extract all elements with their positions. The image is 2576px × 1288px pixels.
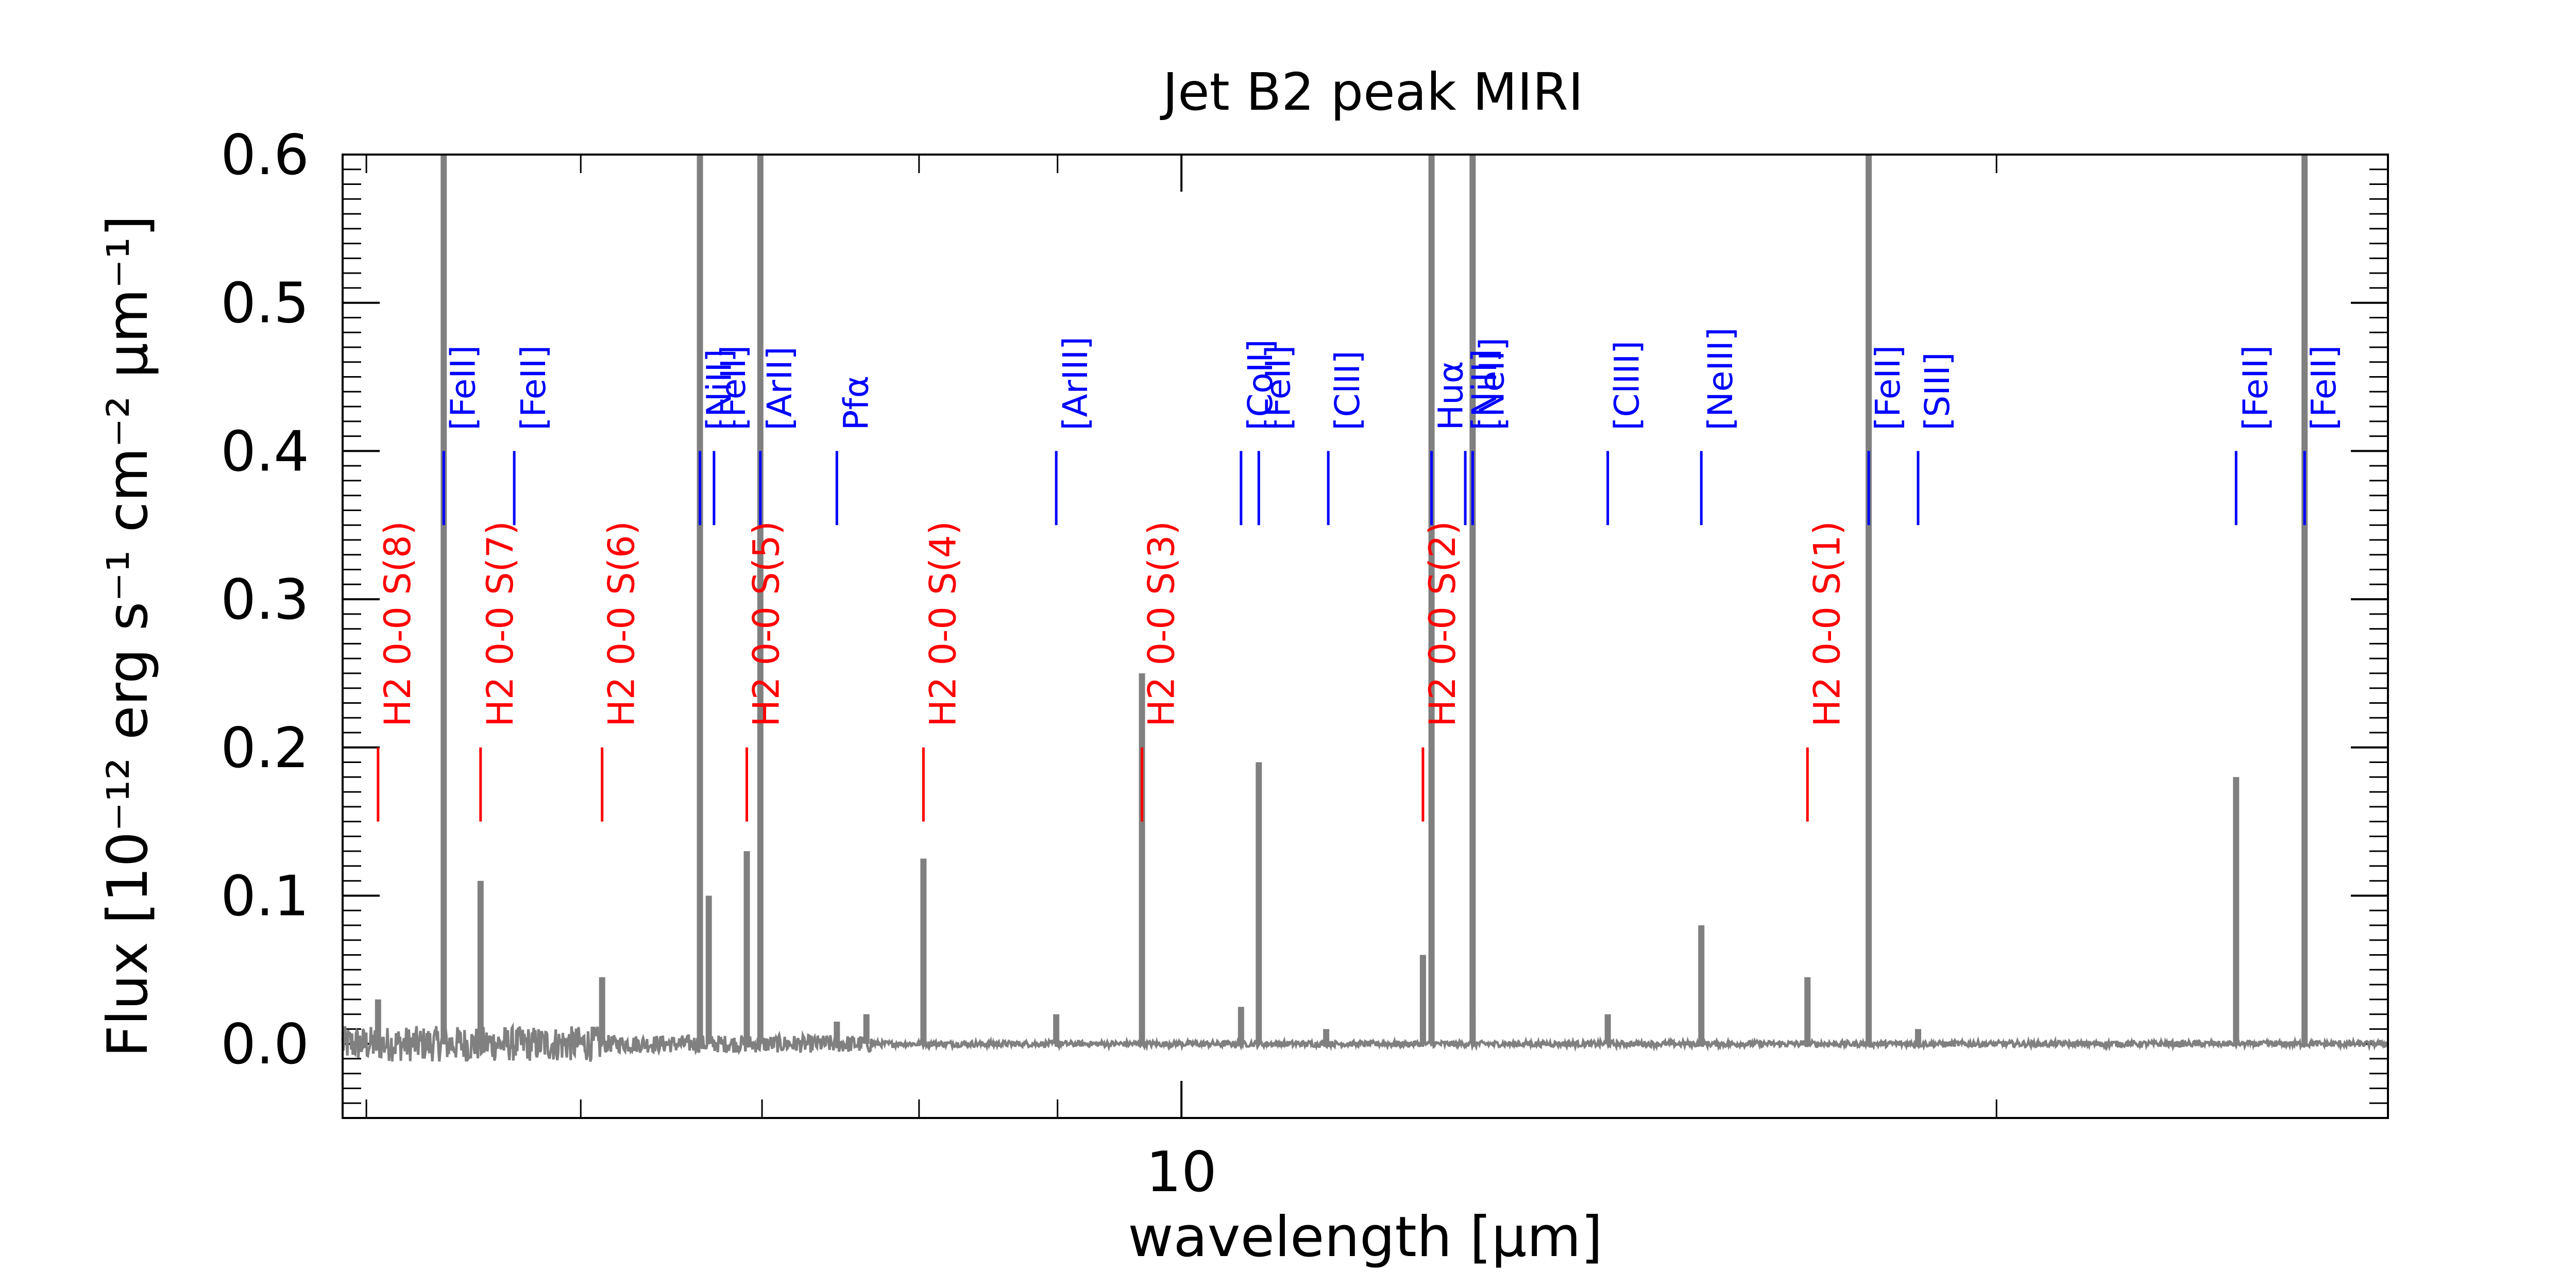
line-markers: [FeII] [FeII] [NiII][FeII] [ArII] Pfα [ArIII]… <box>377 328 2344 822</box>
y-tick-label: 0.1 <box>221 864 309 928</box>
atomic-line-label: [FeII] <box>2304 345 2344 430</box>
x-tick-label: 10 <box>1146 1140 1216 1205</box>
plot-area <box>343 155 2388 1118</box>
axis-ticks: 0.0 0.1 0.2 0.3 0.4 0.5 0.6 10 <box>221 123 2388 1205</box>
y-tick-label: 0.4 <box>221 419 309 484</box>
atomic-line-label: [FeII] <box>2235 345 2275 430</box>
y-tick-label: 0.2 <box>221 716 309 781</box>
atomic-line-label: [ArII] <box>760 347 800 431</box>
y-tick-label: 0.3 <box>221 568 309 632</box>
h2-line-label: H2 0-0 S(7) <box>479 521 521 727</box>
atomic-line-label: [NeIII] <box>1701 328 1740 431</box>
h2-line-label: H2 0-0 S(2) <box>1421 521 1464 727</box>
spectrum-line <box>341 1022 2389 1062</box>
y-axis-label: Flux [10⁻¹² erg s⁻¹ cm⁻² μm⁻¹] <box>96 215 160 1058</box>
atomic-line-label: Pfα <box>836 376 876 431</box>
atomic-line-label: [CoII] <box>1241 339 1280 430</box>
spectrum-series <box>341 155 2389 1062</box>
atomic-line-label: Huα <box>1431 361 1471 430</box>
y-tick-label: 0.6 <box>221 123 309 188</box>
atomic-line-label: [NiII] <box>1465 349 1504 430</box>
y-tick-label: 0.0 <box>221 1012 309 1077</box>
atomic-line-label: [NiII] <box>700 349 739 430</box>
atomic-line-label: [FeII] <box>443 345 483 430</box>
atomic-line-label: [FeII] <box>1868 345 1908 430</box>
x-axis-label: wavelength [μm] <box>1128 1205 1603 1269</box>
h2-line-label: H2 0-0 S(6) <box>601 521 643 727</box>
h2-line-label: H2 0-0 S(4) <box>922 521 964 727</box>
atomic-line-label: [FeII] <box>714 345 753 430</box>
atomic-line-label: [NeII] <box>1472 337 1512 430</box>
atomic-line-label: [ArIII] <box>1056 336 1095 430</box>
h2-line-label: H2 0-0 S(1) <box>1806 521 1848 727</box>
plot-frame <box>342 154 2389 1119</box>
atomic-line-label: [SIII] <box>1918 352 1957 431</box>
chart-title: Jet B2 peak MIRI <box>1160 62 1584 122</box>
h2-line-label: H2 0-0 S(3) <box>1141 521 1183 727</box>
atomic-line-label: [FeII] <box>1258 345 1298 430</box>
atomic-line-label: [ClIII] <box>1607 341 1647 430</box>
atomic-line-label: [FeII] <box>514 345 553 430</box>
h2-line-label: H2 0-0 S(5) <box>745 521 788 727</box>
h2-line-label: H2 0-0 S(8) <box>377 521 419 727</box>
y-tick-label: 0.5 <box>221 272 309 336</box>
atomic-line-label: [ClII] <box>1328 351 1367 431</box>
